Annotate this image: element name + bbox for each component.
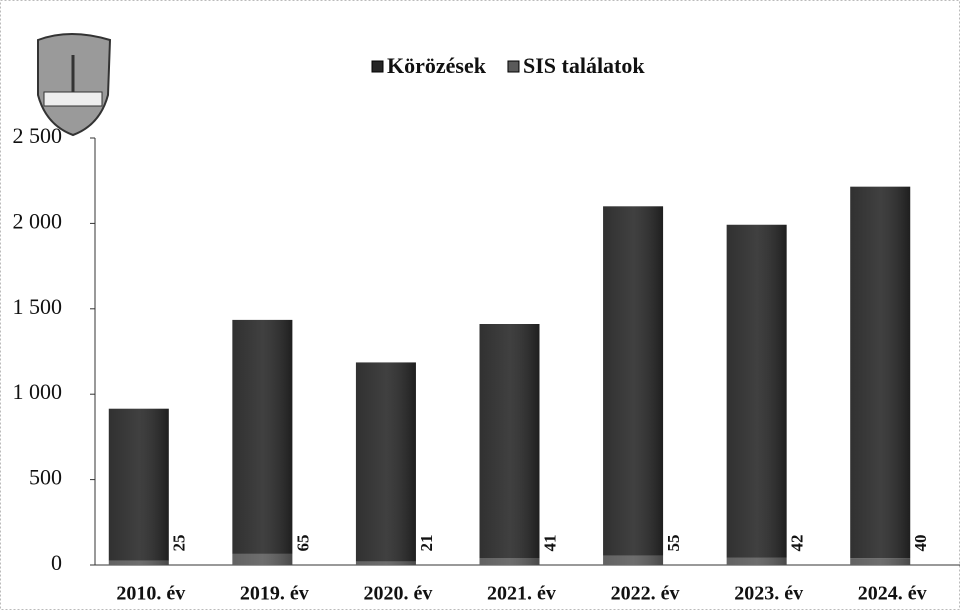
bar-sheen bbox=[603, 206, 664, 556]
value-label: 65 bbox=[293, 535, 312, 552]
legend-label: Körözések bbox=[387, 53, 487, 78]
y-tick-label: 1 000 bbox=[13, 379, 63, 404]
x-tick-label: 2021. év bbox=[487, 583, 556, 605]
x-tick-label: 2023. év bbox=[734, 583, 803, 605]
x-tick-label: 2010. év bbox=[116, 583, 185, 605]
bar-sheen bbox=[355, 561, 416, 565]
y-tick-label: 0 bbox=[51, 550, 62, 575]
y-tick-label: 2 500 bbox=[13, 123, 63, 148]
bar-sheen bbox=[355, 362, 416, 562]
bar-sheen bbox=[108, 408, 169, 561]
x-tick-label: 2022. év bbox=[611, 583, 680, 605]
y-tick-label: 2 000 bbox=[13, 208, 63, 233]
value-label: 41 bbox=[540, 535, 559, 552]
value-label: 21 bbox=[417, 535, 436, 552]
bar-sheen bbox=[726, 224, 787, 558]
value-label: 25 bbox=[170, 535, 189, 552]
legend-label: SIS találatok bbox=[523, 53, 645, 78]
value-label: 40 bbox=[911, 535, 930, 552]
bar-sheen bbox=[850, 558, 911, 565]
bar-sheen bbox=[850, 186, 911, 559]
y-tick-label: 1 500 bbox=[13, 294, 63, 319]
bar-sheen bbox=[108, 560, 169, 565]
bar-sheen bbox=[232, 553, 293, 565]
y-tick-label: 500 bbox=[29, 465, 62, 490]
legend-swatch bbox=[371, 60, 384, 73]
logo bbox=[37, 33, 112, 137]
bar-sheen bbox=[232, 319, 293, 554]
legend-swatch bbox=[507, 60, 520, 73]
value-label: 55 bbox=[664, 535, 683, 552]
bar-sheen bbox=[479, 557, 540, 565]
bar-sheen bbox=[726, 557, 787, 565]
x-tick-label: 2019. év bbox=[240, 583, 309, 605]
bar-sheen bbox=[603, 555, 664, 565]
bar-sheen bbox=[479, 324, 540, 558]
x-tick-label: 2020. év bbox=[363, 583, 432, 605]
value-label: 42 bbox=[788, 535, 807, 552]
x-tick-label: 2024. év bbox=[858, 583, 927, 605]
